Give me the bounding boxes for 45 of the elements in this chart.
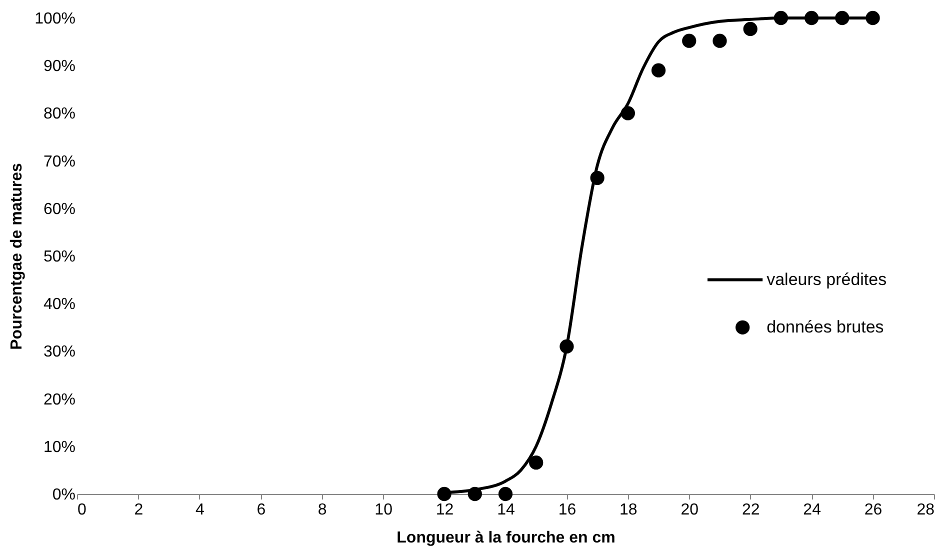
x-tick-label: 28 [916,502,935,518]
x-tick-label: 4 [195,502,204,518]
x-tick-label: 26 [864,502,882,518]
y-tick-label: 70% [43,153,76,170]
point [560,339,574,354]
y-tick-label: 20% [43,391,76,408]
point [437,486,452,502]
x-tick-label: 6 [256,502,266,518]
y-tick-label: 10% [43,438,76,456]
y-tick-label: 60% [43,200,76,218]
y-tick-label: 90% [43,58,76,76]
point [866,10,880,26]
legend-label: valeurs prédites [766,270,887,289]
y-tick-label: 100% [34,10,76,28]
y-tick-label: 80% [43,106,76,123]
legend-label: données brutes [766,317,884,336]
x-tick-label: 10 [374,502,393,518]
y-tick-label: 30% [43,344,76,361]
x-tick-label: 22 [742,502,760,518]
x-tick-label: 20 [680,502,699,518]
point [682,34,696,48]
x-tick-label: 24 [803,502,822,518]
point [620,106,635,120]
point [590,170,604,185]
y-tick-label: 50% [43,248,76,266]
point [804,10,819,26]
y-tick-label: 40% [43,296,76,314]
point [743,22,758,36]
point [651,63,666,78]
point [498,486,513,502]
point [835,10,850,26]
point [468,486,482,502]
x-tick-label: 16 [558,502,576,518]
y-tick-label: 0% [52,486,76,504]
point [529,456,544,470]
x-axis-title: Longueur à la fourche en cm [396,530,616,546]
x-tick-label: 0 [78,502,86,518]
x-tick-label: 18 [620,502,638,518]
x-tick-label: 12 [436,502,454,518]
x-tick-label: 2 [134,502,144,518]
point [712,34,727,48]
x-tick-label: 8 [318,502,327,518]
point [774,10,788,26]
x-tick-label: 14 [497,502,515,518]
y-axis-title: Pourcentgae de matures [8,163,26,350]
